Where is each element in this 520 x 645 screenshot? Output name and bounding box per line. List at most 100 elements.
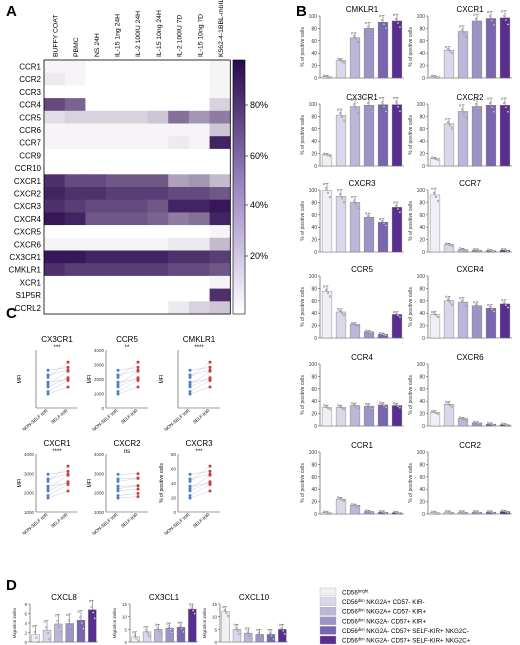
y-axis-label: MFI	[159, 375, 165, 384]
data-point	[370, 32, 374, 35]
pair-line	[117, 477, 139, 480]
data-point	[490, 19, 494, 22]
data-point	[460, 28, 464, 31]
data-point	[462, 302, 466, 305]
data-point	[92, 611, 95, 614]
data-point-non-self	[46, 390, 50, 394]
y-axis-label: MFI	[17, 375, 23, 384]
heatmap-cell	[147, 212, 169, 226]
heatmap-cell	[85, 123, 107, 137]
data-point	[328, 295, 332, 298]
bar	[499, 303, 511, 339]
y-tick-label: 100	[309, 14, 318, 20]
data-point	[324, 511, 328, 514]
y-tick-label: 100	[417, 450, 426, 456]
y-axis-label: % of positive cells	[300, 463, 306, 503]
x-tick-label: SELF-KIR	[50, 407, 69, 424]
heatmap-cell	[126, 72, 148, 86]
y-tick-label: 100	[417, 274, 426, 280]
bar	[42, 629, 52, 643]
data-point	[282, 629, 285, 632]
y-tick-label: 0	[173, 510, 176, 515]
data-point	[378, 96, 382, 100]
heatmap-cell	[106, 161, 128, 175]
heatmap-cell	[106, 72, 128, 86]
y-tick-label: 80	[311, 374, 317, 380]
data-point	[380, 510, 384, 513]
heatmap-row-label: CCR5	[19, 113, 41, 122]
data-point	[67, 619, 70, 622]
pair-line	[47, 371, 69, 385]
y-tick-label: 20	[419, 412, 425, 418]
data-point	[472, 13, 476, 16]
data-point	[444, 295, 448, 298]
data-point	[352, 503, 356, 507]
heatmap-cell	[147, 110, 169, 124]
data-point	[398, 26, 402, 29]
y-tick-label: 40	[311, 311, 317, 317]
pair-line	[189, 377, 211, 388]
bar	[391, 104, 403, 167]
data-point	[434, 76, 438, 79]
data-point	[396, 405, 400, 408]
heatmap-cell	[209, 161, 231, 175]
bar	[485, 308, 497, 339]
data-point-non-self	[116, 487, 120, 491]
data-point	[244, 627, 248, 630]
data-point	[380, 220, 384, 223]
heatmap-cell	[209, 212, 231, 226]
bar	[335, 114, 347, 167]
y-tick-label: 40	[311, 225, 317, 231]
data-point	[492, 110, 496, 113]
heatmap-column-label: IL-2 100IU 24H	[135, 11, 142, 57]
chart-title: CCR5	[116, 335, 138, 344]
x-tick-label: NON-SELF KIR	[91, 511, 119, 536]
y-tick-label: 40	[419, 311, 425, 317]
y-tick-label: 40	[171, 481, 177, 486]
heatmap-cell	[209, 301, 231, 315]
data-point-self	[66, 464, 70, 468]
chart-title: CXCR2	[113, 439, 141, 448]
data-point	[235, 626, 238, 629]
legend-swatch	[319, 597, 337, 606]
data-point-non-self	[116, 390, 120, 394]
data-point	[450, 127, 454, 130]
y-tick-label: 100	[309, 274, 318, 280]
data-point	[444, 400, 448, 404]
y-tick-label: 60	[311, 213, 317, 219]
data-point	[500, 97, 504, 100]
data-point	[158, 629, 161, 632]
data-point-non-self	[46, 373, 50, 377]
data-point	[462, 248, 466, 251]
bar-chart-cxcr3: CXCR3 0 20 40 60 80 100 % of positive cells	[300, 179, 404, 256]
heatmap-cell	[64, 148, 86, 162]
data-point	[382, 333, 386, 336]
data-point	[436, 200, 440, 203]
data-point	[448, 243, 452, 247]
colorbar	[232, 59, 246, 315]
data-point	[66, 613, 69, 617]
data-point	[342, 408, 346, 411]
y-tick-label: 80	[311, 462, 317, 468]
y-tick-label: 0	[24, 640, 27, 645]
heatmap-row-label: CCR7	[19, 139, 41, 148]
heatmap-cell	[209, 85, 231, 99]
heatmap-cell	[44, 110, 65, 124]
bar-chart-cmklr1: CMKLR1 0 20 40 60 80 100 % of positive cells	[300, 5, 404, 82]
data-point	[462, 511, 466, 514]
heatmap-cell	[64, 85, 86, 99]
data-point	[364, 212, 368, 215]
bar-chart-cx3cl1: CX3CL1 0 5 10 15 Migration index	[112, 593, 198, 645]
data-point	[364, 402, 368, 406]
y-tick-label: 0	[214, 640, 217, 645]
y-tick-label: 5	[124, 627, 127, 632]
bar	[349, 106, 361, 167]
heatmap-cell	[106, 225, 128, 239]
heatmap-cell	[85, 250, 107, 264]
data-point	[448, 124, 452, 127]
data-point	[502, 101, 506, 105]
heatmap-cell	[64, 250, 86, 264]
heatmap-cell	[188, 98, 210, 112]
data-point-self	[208, 360, 212, 364]
data-point	[396, 21, 400, 25]
